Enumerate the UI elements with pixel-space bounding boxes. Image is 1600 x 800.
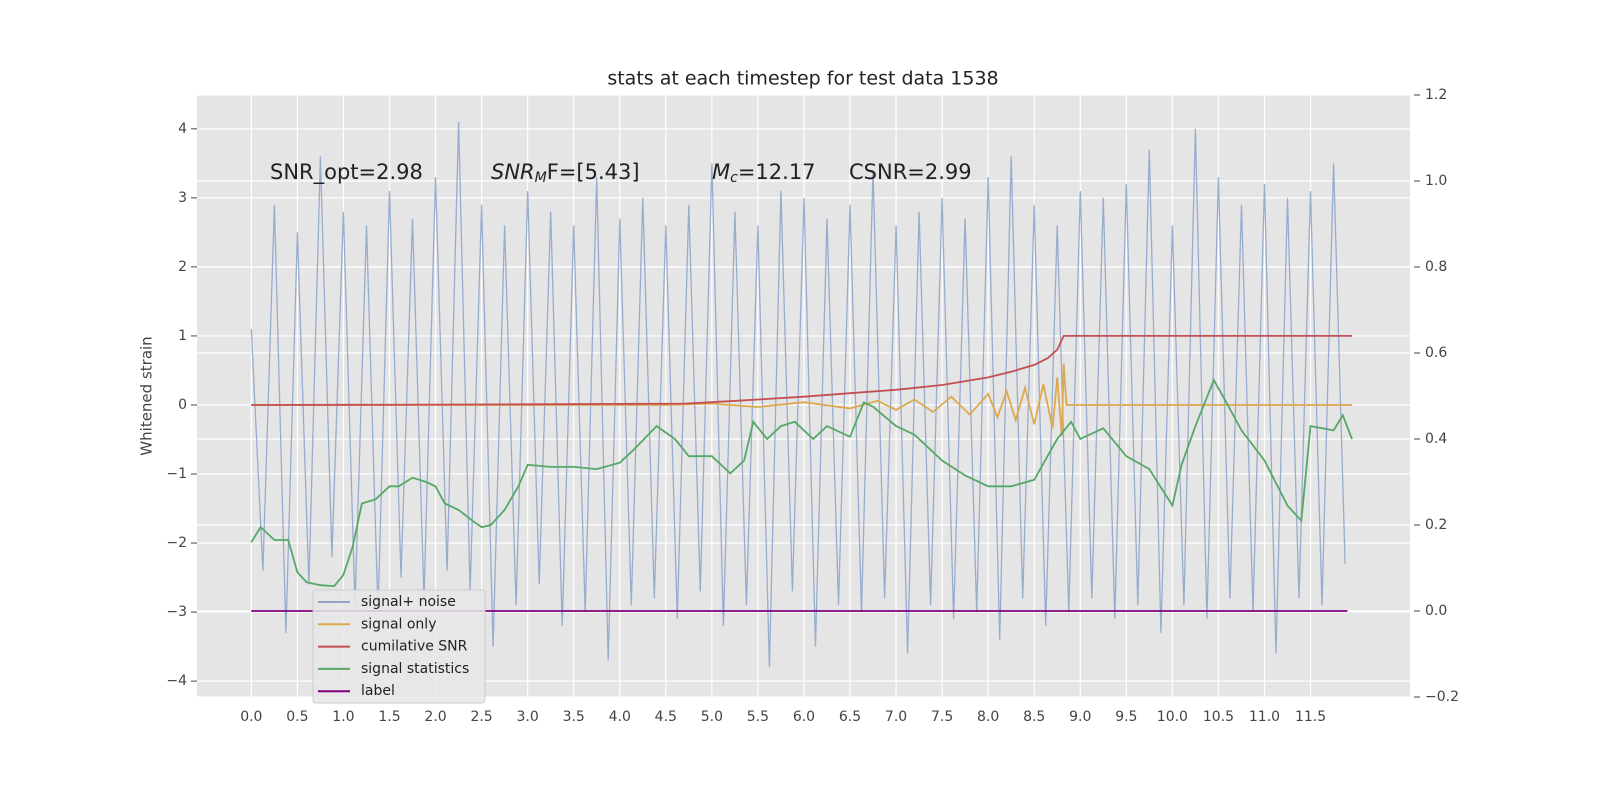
x-tick-label: 9.0 <box>1069 709 1091 725</box>
series-line <box>251 363 1352 437</box>
x-tick-label: 2.5 <box>470 709 492 725</box>
y2-tick-label: 0.0 <box>1425 603 1447 619</box>
y-tick-label: −1 <box>166 466 187 482</box>
y-tick-label: 3 <box>178 190 187 206</box>
y2-tick-label: 0.8 <box>1425 259 1447 275</box>
x-tick-label: 5.5 <box>747 709 769 725</box>
series-line <box>250 378 1353 588</box>
series-line <box>250 121 1346 668</box>
annotation-part: M <box>712 160 730 184</box>
annotation: Mc=12.17 <box>712 160 816 186</box>
x-tick-label: 11.0 <box>1249 709 1280 725</box>
x-tick-label: 1.0 <box>332 709 354 725</box>
annotation: CSNR=2.99 <box>849 160 972 184</box>
legend-label: signal+ noise <box>361 594 456 610</box>
y-tick-label: 2 <box>178 259 187 275</box>
x-tick-label: 3.0 <box>517 709 539 725</box>
y-tick-label: 0 <box>178 397 187 413</box>
x-tick-label: 10.0 <box>1157 709 1188 725</box>
y2-tick-label: 0.2 <box>1425 517 1447 533</box>
annotation-part: c <box>730 170 738 186</box>
legend-label: label <box>361 683 395 699</box>
series-line <box>251 334 1352 406</box>
y-tick-label: −3 <box>166 604 187 620</box>
y2-tick-label: 1.2 <box>1425 87 1447 103</box>
y-tick-label: 4 <box>178 121 187 137</box>
x-tick-label: 4.5 <box>655 709 677 725</box>
x-tick-label: 7.0 <box>885 709 907 725</box>
x-tick-label: 8.0 <box>977 709 999 725</box>
x-tick-label: 10.5 <box>1203 709 1234 725</box>
annotation: SNRMF=[5.43] <box>491 160 640 186</box>
x-tick-label: 1.5 <box>378 709 400 725</box>
annotation-part: SNR <box>491 160 535 184</box>
x-tick-label: 4.0 <box>609 709 631 725</box>
y-axis-label: Whitened strain <box>138 336 156 455</box>
annotation: SNR_opt=2.98 <box>270 160 423 185</box>
x-tick-label: 0.0 <box>240 709 262 725</box>
legend-label: signal only <box>361 616 436 632</box>
y2-tick-label: 0.6 <box>1425 345 1447 361</box>
x-tick-label: 7.5 <box>931 709 953 725</box>
x-tick-label: 11.5 <box>1295 709 1326 725</box>
annotation-part: =12.17 <box>738 160 816 184</box>
chart-title: stats at each timestep for test data 153… <box>607 68 998 90</box>
x-tick-label: 8.5 <box>1023 709 1045 725</box>
y2-tick-label: −0.2 <box>1425 689 1459 705</box>
annotation-part: M <box>535 170 547 186</box>
x-tick-label: 0.5 <box>286 709 308 725</box>
annotation-part: F=[5.43] <box>547 160 640 184</box>
y-tick-label: −2 <box>166 535 187 551</box>
x-tick-label: 6.0 <box>793 709 815 725</box>
legend-label: signal statistics <box>361 661 469 677</box>
y-tick-label: 1 <box>178 328 187 344</box>
x-tick-label: 5.0 <box>701 709 723 725</box>
x-tick-label: 9.5 <box>1115 709 1137 725</box>
x-tick-label: 3.5 <box>563 709 585 725</box>
x-tick-label: 2.0 <box>424 709 446 725</box>
legend-box <box>312 589 486 704</box>
legend-label: cumilative SNR <box>361 639 468 655</box>
y2-tick-label: 0.4 <box>1425 431 1447 447</box>
x-tick-label: 6.5 <box>839 709 861 725</box>
y-tick-label: −4 <box>166 673 187 689</box>
y2-tick-label: 1.0 <box>1425 173 1447 189</box>
legend: signal+ noise signal only cumilative SNR si… <box>312 589 486 704</box>
